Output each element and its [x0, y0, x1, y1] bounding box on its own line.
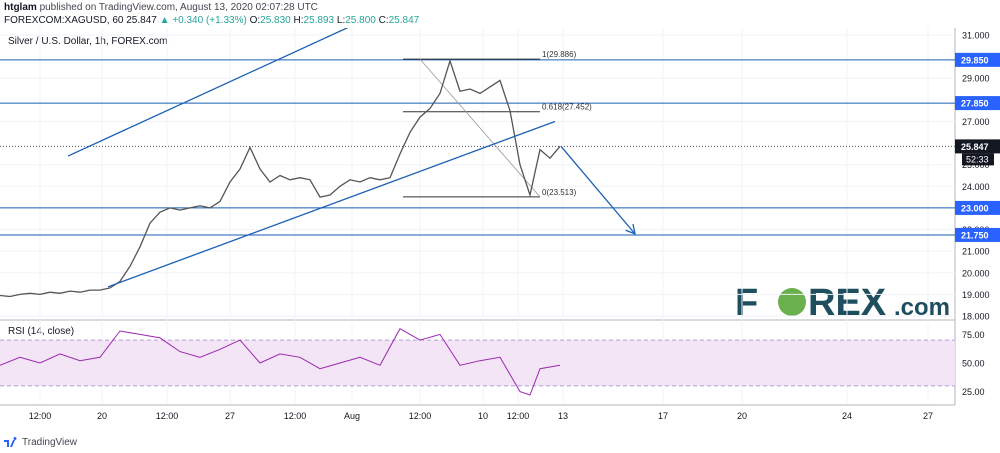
time-tick-label: 27	[923, 411, 933, 421]
close-value: 25.847	[388, 15, 420, 26]
rsi-tick-label: 50.00	[962, 359, 985, 369]
logo-circle-icon	[778, 288, 806, 316]
time-tick-label: 13	[558, 411, 568, 421]
level-price-label: 27.850	[961, 99, 989, 109]
time-tick-label: 27	[225, 411, 235, 421]
price-tick-label: 29.000	[962, 74, 990, 84]
horizontal-levels	[0, 59, 955, 236]
fib-level-label: 0.618(27.452)	[542, 103, 592, 112]
time-tick-label: Aug	[344, 411, 360, 421]
time-tick-label: 12:00	[156, 411, 179, 421]
trend-lines	[67, 28, 636, 288]
rsi-band	[0, 340, 955, 386]
last-price: 25.847	[126, 15, 157, 26]
price-series	[0, 58, 561, 298]
price-tick-label: 19.000	[962, 290, 990, 300]
level-price-label: 23.000	[961, 203, 989, 213]
publisher-user[interactable]: htglam	[4, 2, 37, 13]
axes: 31.00029.00027.00025.00024.00023.00022.0…	[29, 31, 1000, 421]
publisher-text: published on TradingView.com, August 13,…	[39, 2, 318, 13]
channel-lower	[107, 120, 556, 288]
countdown-label: 52:33	[966, 154, 989, 164]
publisher-line: htglam published on TradingView.com, Aug…	[4, 2, 318, 13]
high-label: H:	[293, 15, 304, 26]
level-price-label: 25.847	[961, 142, 989, 152]
projection-arrow	[560, 145, 636, 235]
level-price-label: 21.750	[961, 230, 989, 240]
price-tick-label: 20.000	[962, 268, 990, 278]
time-tick-label: 12:00	[284, 411, 307, 421]
price-chart[interactable]: Silver / U.S. Dollar, 1h, FOREX.com RSI …	[0, 28, 1000, 433]
price-tick-label: 31.000	[962, 31, 990, 41]
time-tick-label: 24	[842, 411, 852, 421]
fib-trend-diagonal	[419, 58, 541, 198]
time-tick-label: 12:00	[409, 411, 432, 421]
footer: TradingView	[4, 433, 77, 451]
time-tick-label: 20	[737, 411, 747, 421]
rsi-title: RSI (14, close)	[8, 326, 74, 337]
tradingview-brand[interactable]: TradingView	[22, 436, 78, 448]
level-price-tag	[955, 52, 1000, 67]
price-tick-label: 27.000	[962, 117, 990, 127]
channel-upper	[67, 28, 349, 157]
time-tick-label: 12:00	[507, 411, 530, 421]
level-price-tag	[955, 227, 1000, 242]
fib-level-label: 1(29.886)	[542, 50, 577, 59]
arrow-head-icon	[625, 223, 636, 235]
chart-header: htglam published on TradingView.com, Aug…	[0, 0, 1000, 28]
time-tick-label: 20	[97, 411, 107, 421]
rsi-line	[0, 328, 561, 396]
logo-letter-f: F	[735, 282, 758, 324]
price-tick-label: 21.000	[962, 247, 990, 257]
time-tick-label: 10	[478, 411, 488, 421]
rsi-tick-label: 25.00	[962, 387, 985, 397]
arrow-up-icon: ▲	[159, 15, 170, 26]
price-tick-label: 18.000	[962, 312, 990, 322]
fibonacci-retracement: 1(29.886) 0.618(27.452) 0(23.513)	[403, 50, 592, 198]
level-price-tag	[955, 96, 1000, 111]
time-tick-label: 12:00	[29, 411, 52, 421]
countdown-tag	[962, 153, 994, 166]
chart-title: Silver / U.S. Dollar, 1h, FOREX.com	[8, 36, 168, 47]
price-tick-label: 24.000	[962, 182, 990, 192]
time-tick-label: 17	[658, 411, 668, 421]
fib-level-label: 0(23.513)	[542, 188, 577, 197]
high-value: 25.893	[303, 15, 335, 26]
grid	[0, 28, 955, 403]
rsi-tick-label: 75.00	[962, 330, 985, 340]
tradingview-logo-icon	[4, 437, 17, 447]
level-price-tag	[955, 139, 1000, 154]
rsi-pane	[0, 328, 955, 396]
price-line	[0, 58, 561, 298]
open-label: O:	[249, 15, 261, 26]
low-value: 25.800	[345, 15, 376, 26]
symbol-name[interactable]: FOREXCOM:XAGUSD, 60	[4, 15, 124, 26]
logo-dot-com: .com	[894, 294, 950, 321]
level-price-label: 29.850	[961, 55, 989, 65]
close-label: C:	[378, 15, 389, 26]
symbol-line: FOREXCOM:XAGUSD, 60 25.847 ▲ +0.340 (+1.…	[4, 15, 419, 26]
price-change: +0.340 (+1.33%)	[172, 15, 247, 26]
level-price-tag	[955, 200, 1000, 215]
open-value: 25.830	[260, 15, 291, 26]
low-label: L:	[336, 15, 346, 26]
